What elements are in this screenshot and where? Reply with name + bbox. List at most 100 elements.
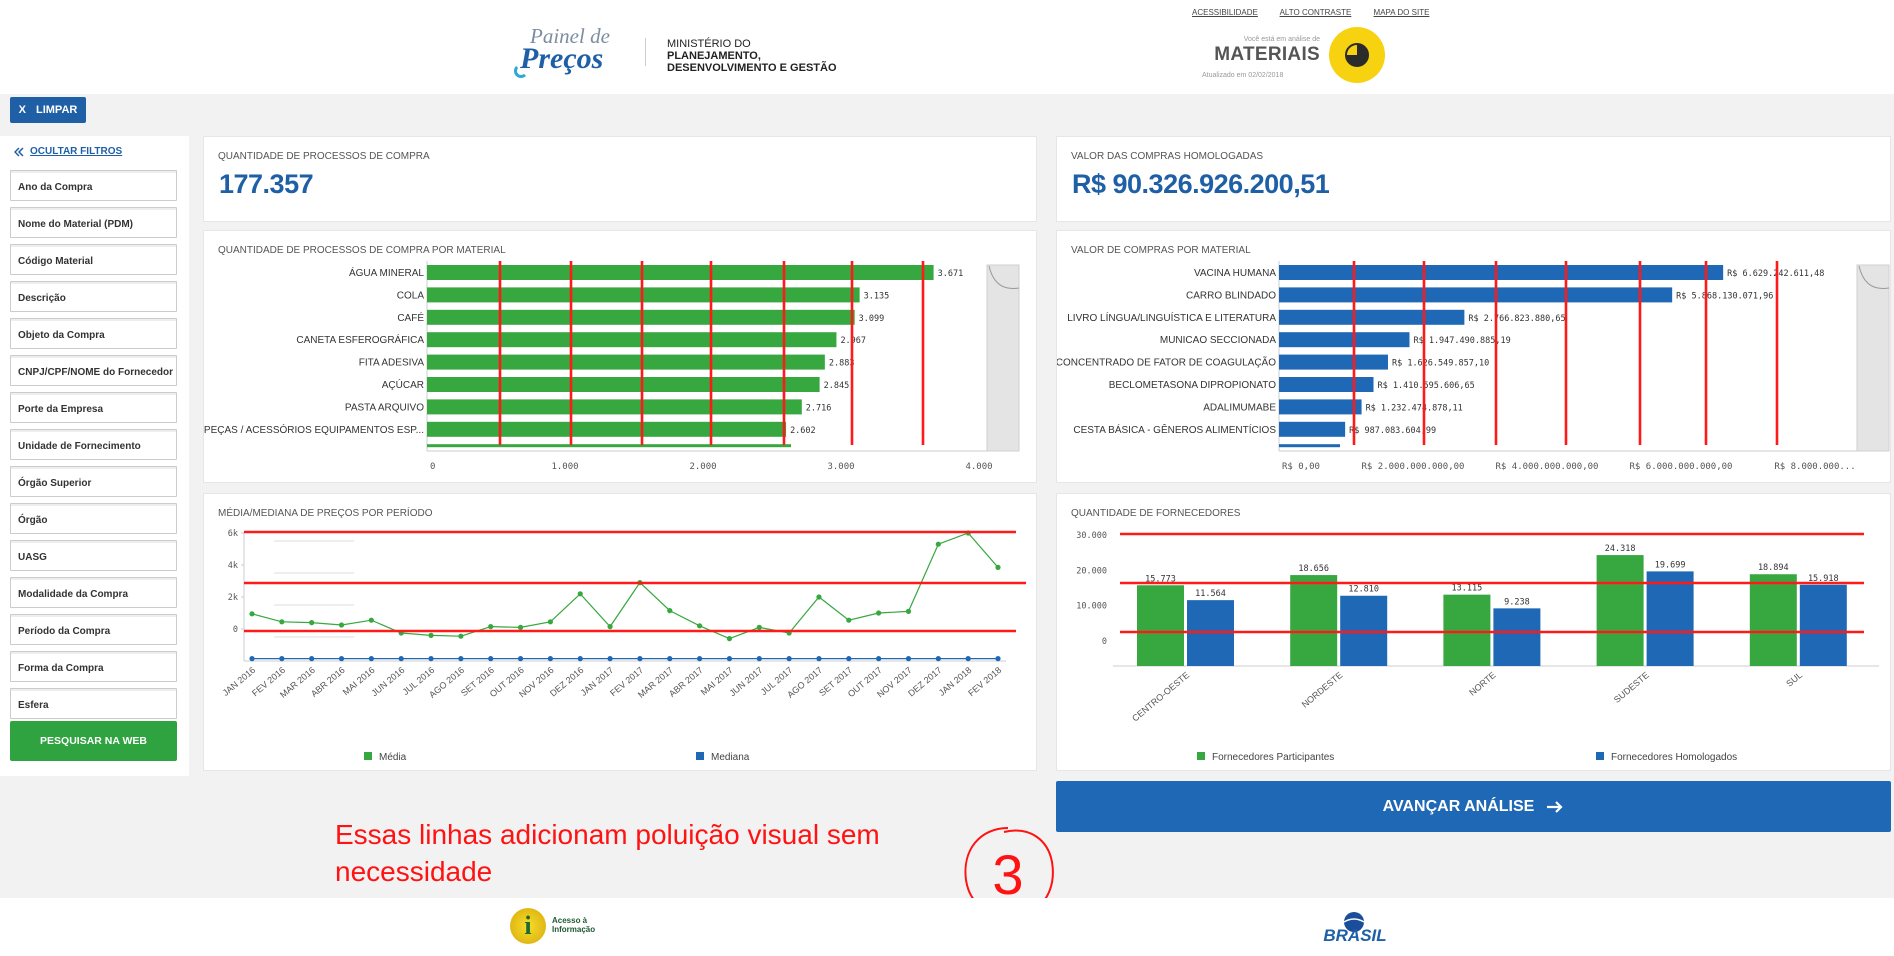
data-label: 15.773 bbox=[1145, 574, 1176, 584]
legend-swatch bbox=[364, 752, 372, 760]
filter-field[interactable]: Órgão bbox=[10, 503, 177, 534]
brasil-government-logo[interactable]: BRASIL bbox=[1310, 908, 1400, 948]
search-web-button[interactable]: PESQUISAR NA WEB bbox=[10, 721, 177, 761]
data-point bbox=[309, 620, 315, 626]
footer: i Acesso à Informação BRASIL bbox=[0, 898, 1894, 956]
link-mapa-do-site[interactable]: MAPA DO SITE bbox=[1373, 8, 1430, 17]
category-label: CONCENTRADO DE FATOR DE COAGULAÇÃO bbox=[1057, 356, 1276, 369]
bar bbox=[1279, 309, 1465, 325]
x-tick-label: R$ 4.000.000.000,00 bbox=[1496, 462, 1599, 472]
filter-field[interactable]: Unidade de Fornecimento bbox=[10, 429, 177, 460]
bar bbox=[1279, 265, 1724, 280]
data-label: 2.716 bbox=[806, 403, 832, 413]
x-tick-label: 3.000 bbox=[827, 462, 854, 472]
data-point bbox=[249, 656, 255, 662]
kpi-value-title: VALOR DAS COMPRAS HOMOLOGADAS bbox=[1071, 151, 1264, 162]
filter-field[interactable]: UASG bbox=[10, 540, 177, 571]
data-point bbox=[338, 622, 345, 628]
data-point bbox=[786, 656, 792, 662]
data-label: 12.810 bbox=[1348, 585, 1379, 595]
data-point bbox=[965, 656, 971, 662]
data-label: R$ 5.868.130.071,96 bbox=[1676, 291, 1773, 301]
data-point bbox=[488, 624, 494, 630]
clear-filters-button[interactable]: X LIMPAR bbox=[10, 97, 86, 123]
legend-label: Fornecedores Participantes bbox=[1212, 752, 1334, 763]
data-label: 2.883 bbox=[829, 359, 855, 369]
x-tick-label: NORDESTE bbox=[1300, 670, 1345, 710]
data-point bbox=[428, 656, 434, 662]
data-point bbox=[279, 619, 285, 625]
advance-analysis-button[interactable]: AVANÇAR ANÁLISE bbox=[1056, 781, 1891, 832]
data-point bbox=[517, 624, 524, 630]
painel-de-precos-logo[interactable]: Painel de Preços bbox=[512, 22, 612, 78]
data-point bbox=[726, 656, 733, 662]
link-acessibilidade[interactable]: ACESSIBILIDADE bbox=[1192, 8, 1258, 17]
filter-field[interactable]: Nome do Material (PDM) bbox=[10, 207, 177, 238]
data-label: R$ 987.083.604,99 bbox=[1349, 426, 1436, 436]
chart-scrollbar bbox=[1856, 264, 1890, 452]
x-tick-label: SUDESTE bbox=[1612, 670, 1651, 705]
kpi-processes-value: 177.357 bbox=[219, 169, 314, 199]
filter-field[interactable]: Objeto da Compra bbox=[10, 318, 177, 349]
data-label: R$ 1.232.474.878,11 bbox=[1366, 403, 1463, 413]
annotation-text: Essas linhas adicionam poluição visual s… bbox=[335, 819, 880, 887]
data-point bbox=[547, 619, 553, 625]
filter-field[interactable]: Descrição bbox=[10, 281, 177, 312]
filter-field[interactable]: Código Material bbox=[10, 244, 177, 275]
data-label: 2.845 bbox=[824, 381, 850, 391]
hide-filters-link[interactable]: OCULTAR FILTROS bbox=[14, 146, 122, 157]
bar bbox=[1290, 575, 1338, 666]
y-tick-label: 0 bbox=[233, 625, 238, 635]
y-tick-label: 20.000 bbox=[1076, 566, 1107, 576]
x-tick-label: DEZ 2016 bbox=[548, 665, 585, 699]
data-point bbox=[577, 656, 583, 662]
bar bbox=[1279, 399, 1362, 415]
filter-field[interactable]: Porte da Empresa bbox=[10, 392, 177, 423]
category-label: PEÇAS / ACESSÓRIOS EQUIPAMENTOS ESP... bbox=[204, 423, 424, 436]
data-point bbox=[368, 617, 374, 623]
category-label: AÇÚCAR bbox=[382, 378, 424, 391]
brasil-text: BRASIL bbox=[1323, 926, 1386, 945]
x-tick-label: FEV 2018 bbox=[966, 665, 1003, 698]
data-label: 13.115 bbox=[1452, 584, 1483, 594]
category-label: FITA ADESIVA bbox=[359, 358, 425, 369]
filter-field[interactable]: Órgão Superior bbox=[10, 466, 177, 497]
data-label: R$ 1.626.549.857,10 bbox=[1392, 359, 1489, 369]
bar bbox=[1279, 287, 1673, 303]
filter-field[interactable]: CNPJ/CPF/NOME do Fornecedor bbox=[10, 355, 177, 386]
bar bbox=[427, 332, 837, 348]
category-label: ÁGUA MINERAL bbox=[349, 266, 424, 279]
data-label: 15.918 bbox=[1808, 574, 1839, 584]
data-point bbox=[935, 541, 941, 547]
data-label: 11.564 bbox=[1195, 589, 1226, 599]
kpi-value-card: VALOR DAS COMPRAS HOMOLOGADAS R$ 90.326.… bbox=[1056, 136, 1891, 222]
analysis-context-title: MATERIAIS bbox=[1214, 44, 1320, 65]
x-tick-label: JUN 2016 bbox=[369, 665, 406, 698]
category-label: COLA bbox=[397, 290, 425, 301]
bar bbox=[1137, 585, 1184, 666]
bar bbox=[1279, 332, 1410, 348]
x-tick-label: DEZ 2017 bbox=[906, 665, 943, 699]
x-tick-label: R$ 6.000.000.000,00 bbox=[1630, 462, 1733, 472]
kpi-processes-card: QUANTIDADE DE PROCESSOS DE COMPRA 177.35… bbox=[203, 136, 1037, 222]
bar bbox=[427, 399, 802, 415]
pie-chart-icon bbox=[1345, 43, 1369, 67]
legend-label: Fornecedores Homologados bbox=[1611, 752, 1737, 763]
access-information-logo[interactable]: i Acesso à Informação bbox=[510, 908, 600, 950]
scroll-thumb-curve bbox=[988, 265, 1020, 290]
filter-field[interactable]: Período da Compra bbox=[10, 614, 177, 645]
bar bbox=[427, 287, 860, 303]
close-icon: X bbox=[18, 104, 26, 116]
data-label: 24.318 bbox=[1605, 544, 1636, 554]
x-tick-label: CENTRO-OESTE bbox=[1130, 670, 1191, 724]
filter-field[interactable]: Modalidade da Compra bbox=[10, 577, 177, 608]
filter-field[interactable]: Ano da Compra bbox=[10, 170, 177, 201]
filter-field[interactable]: Forma da Compra bbox=[10, 651, 177, 682]
bar bbox=[427, 265, 934, 280]
link-alto-contraste[interactable]: ALTO CONTRASTE bbox=[1279, 8, 1352, 17]
chart-title: VALOR DE COMPRAS POR MATERIAL bbox=[1071, 245, 1251, 256]
legend-swatch bbox=[1596, 752, 1604, 760]
bar bbox=[1279, 421, 1346, 437]
filter-field[interactable]: Esfera bbox=[10, 688, 177, 719]
